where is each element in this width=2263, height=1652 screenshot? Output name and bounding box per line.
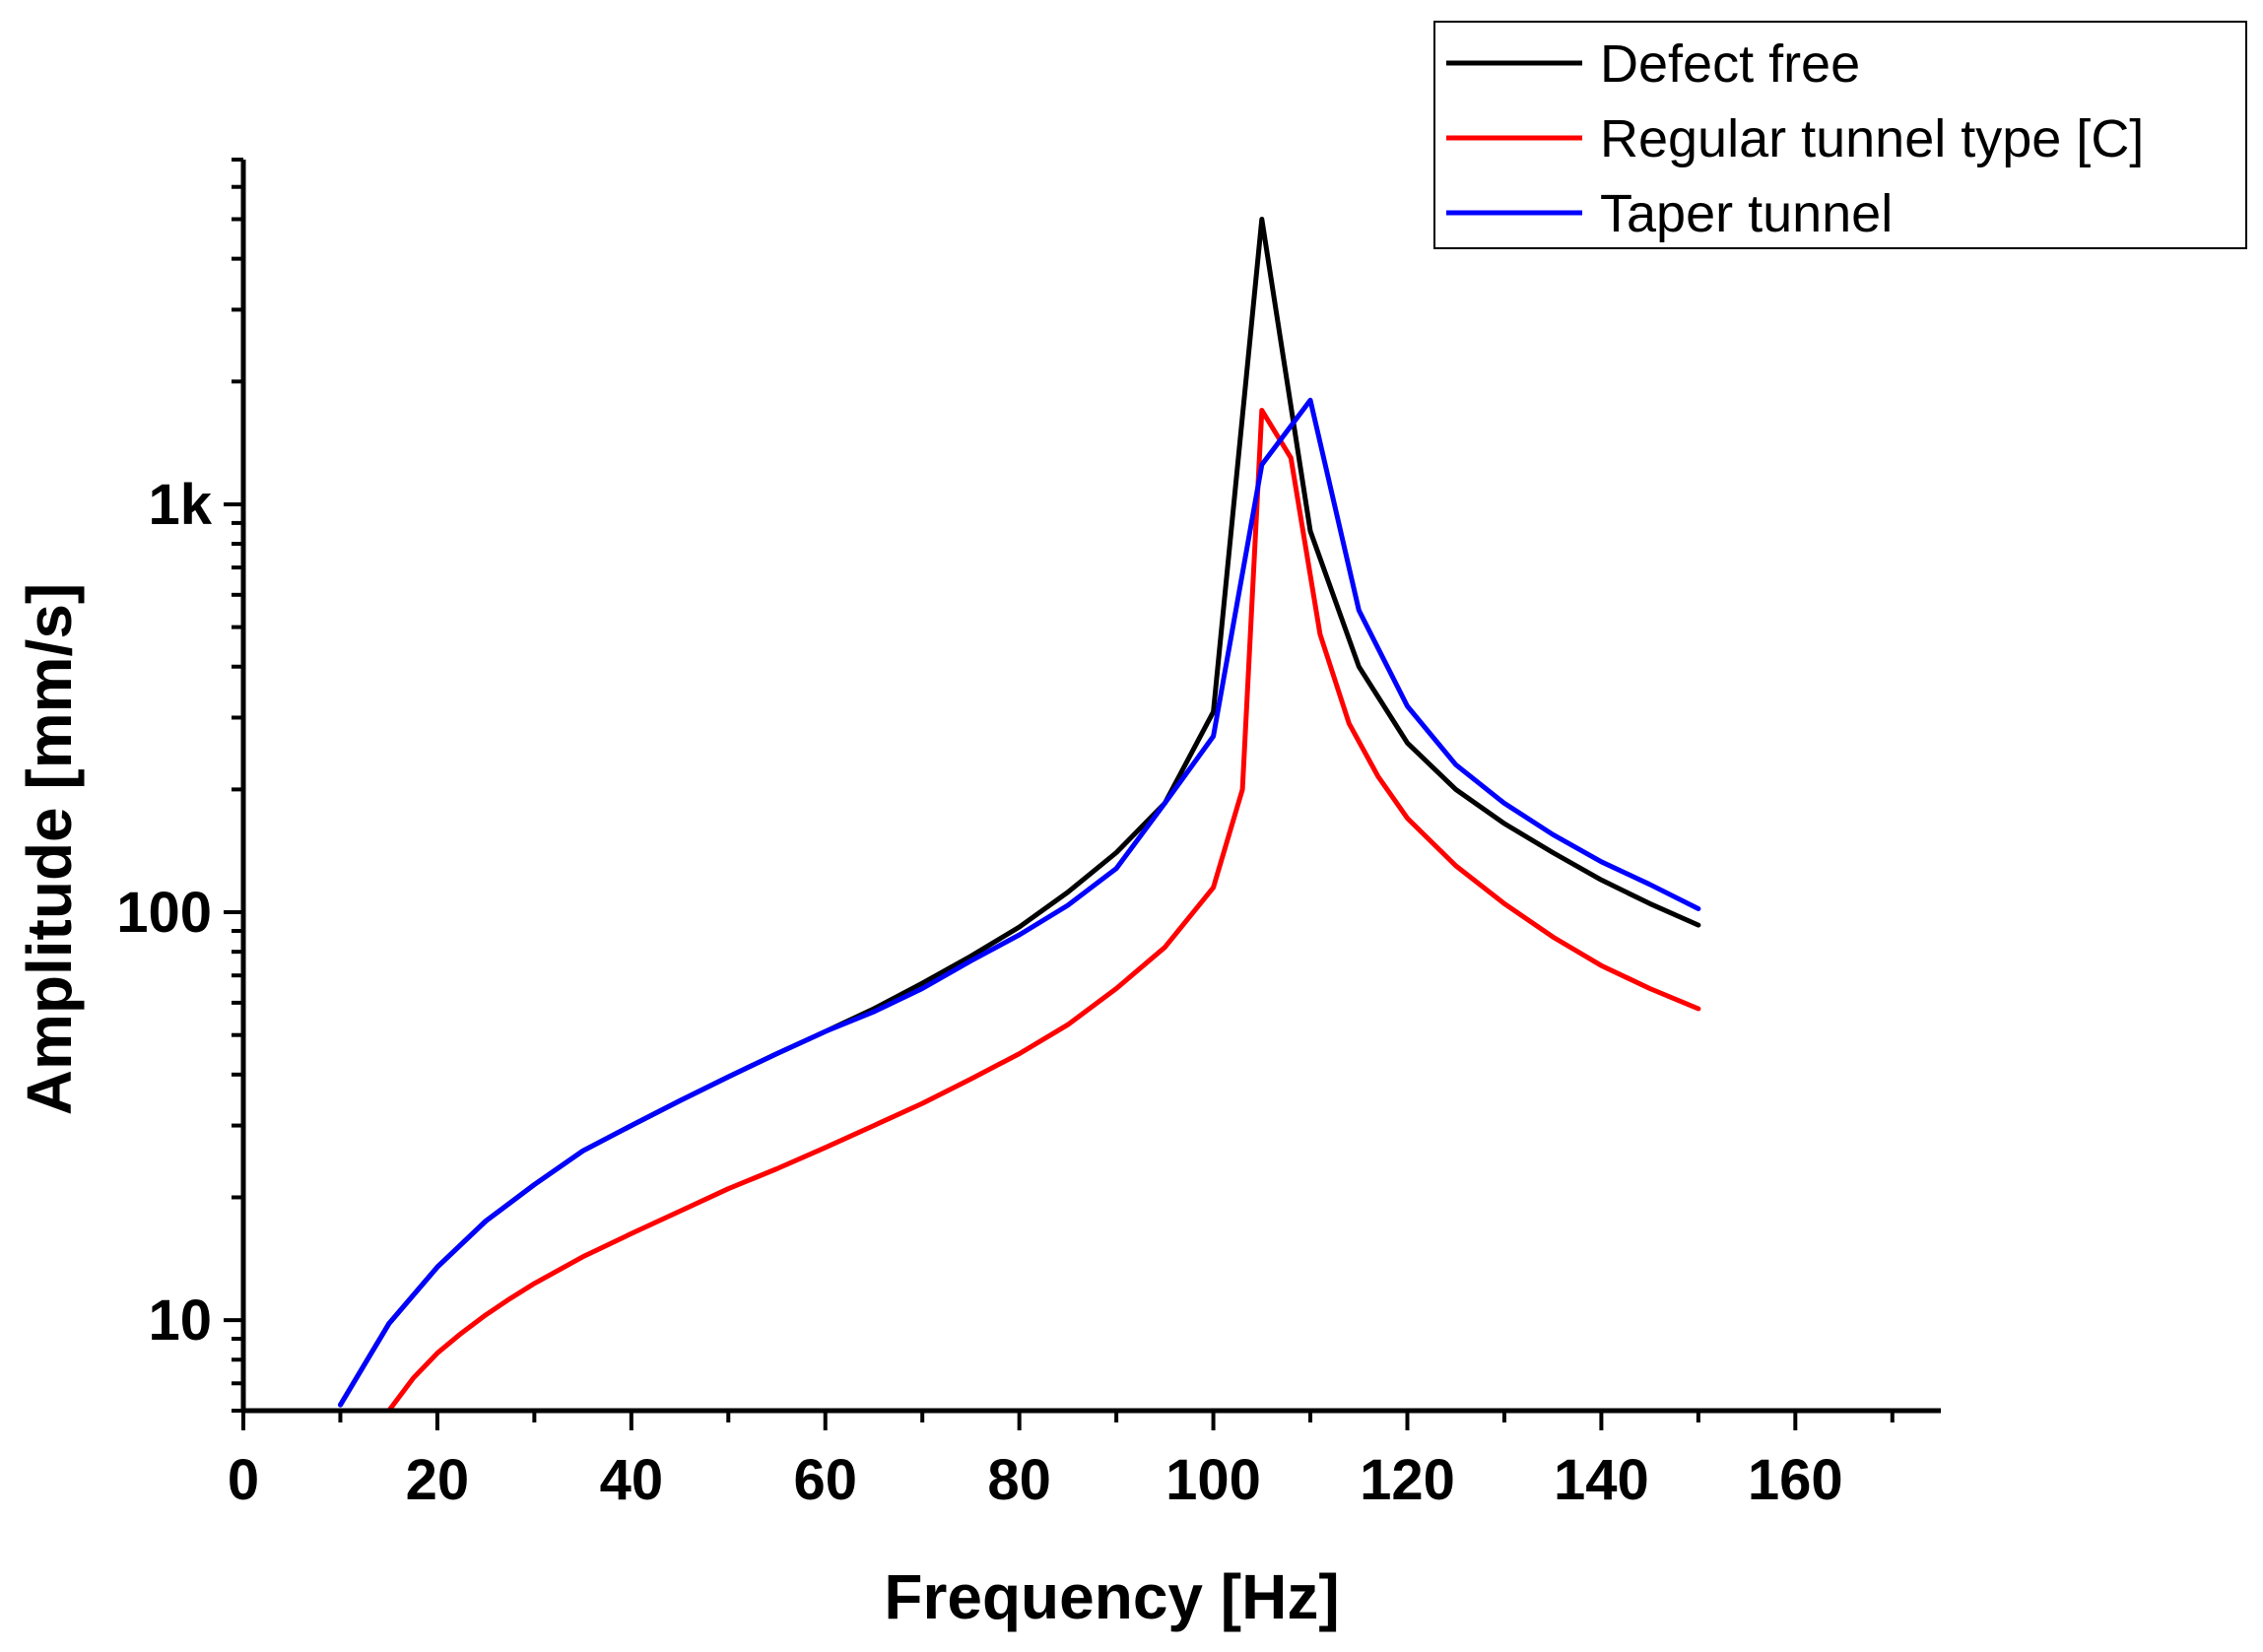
axes <box>240 160 1941 1414</box>
series-line <box>338 217 1701 1408</box>
y-tick-label: 10 <box>148 1289 212 1353</box>
y-tick-label: 100 <box>116 881 212 945</box>
x-axis-title: Frequency [Hz] <box>884 1561 1339 1632</box>
x-tick-label: 20 <box>406 1448 470 1512</box>
x-tick-label: 120 <box>1360 1448 1455 1512</box>
series-line <box>338 397 1701 1408</box>
y-axis-title: Amplitude [mm/s] <box>14 583 85 1115</box>
legend-label: Taper tunnel <box>1600 184 1893 243</box>
legend: Defect free Regular tunnel type [C] Taper … <box>1433 21 2247 249</box>
series-layer <box>338 217 1701 1414</box>
x-tick-label: 40 <box>600 1448 664 1512</box>
x-tick-label: 60 <box>793 1448 857 1512</box>
x-tick-label: 0 <box>228 1448 259 1512</box>
x-tick-label: 140 <box>1554 1448 1649 1512</box>
x-tick-label: 80 <box>987 1448 1051 1512</box>
legend-label: Defect free <box>1600 34 1860 94</box>
x-tick-label: 100 <box>1165 1448 1261 1512</box>
legend-label: Regular tunnel type [C] <box>1600 109 2144 168</box>
series-line <box>386 408 1701 1414</box>
y-tick-label: 1k <box>148 473 212 537</box>
x-tick-label: 160 <box>1748 1448 1843 1512</box>
